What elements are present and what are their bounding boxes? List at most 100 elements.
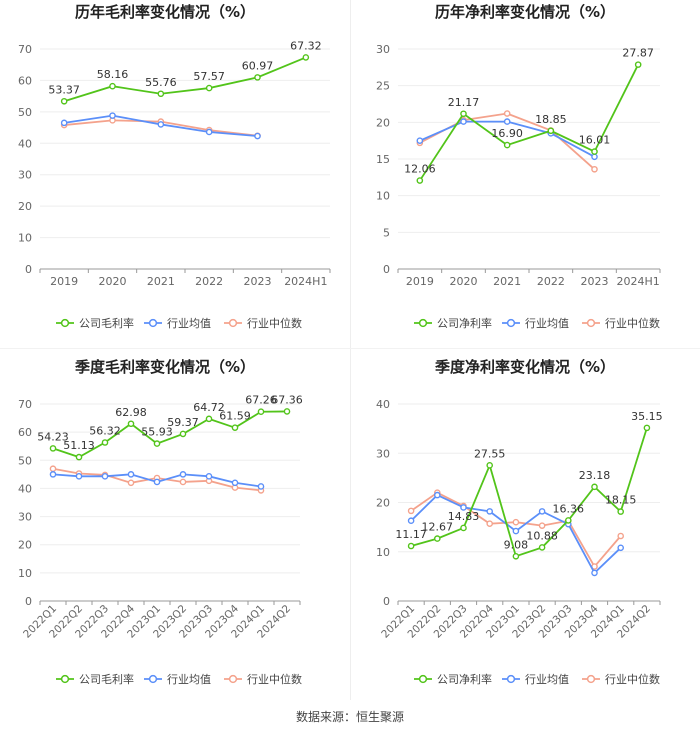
- data-point: [591, 483, 598, 491]
- y-tick-label: 20: [376, 116, 390, 129]
- data-point: [512, 527, 520, 535]
- data-point: [407, 517, 415, 525]
- y-tick-label: 40: [18, 137, 32, 150]
- data-label: 35.15: [631, 410, 663, 423]
- data-label: 55.76: [145, 76, 177, 89]
- legend-marker: [586, 674, 596, 684]
- legend-label: 公司净利率: [437, 316, 492, 330]
- x-tick-label: 2020: [450, 275, 478, 288]
- data-point: [60, 97, 68, 105]
- data-label: 57.57: [193, 70, 225, 83]
- data-point: [503, 141, 511, 149]
- y-tick-label: 70: [18, 43, 32, 56]
- series-line-1: [52, 410, 288, 459]
- data-point: [49, 465, 57, 473]
- data-label: 61.59: [219, 410, 251, 423]
- data-point: [127, 420, 135, 428]
- y-tick-label: 30: [18, 169, 32, 182]
- x-tick-label: 2023: [244, 275, 272, 288]
- y-tick-label: 10: [18, 232, 32, 245]
- chart-panel-4: 季度净利率变化情况（%）0102030402022Q12022Q22022Q32…: [376, 358, 663, 686]
- data-point: [49, 445, 57, 452]
- data-label: 67.36: [271, 393, 303, 406]
- y-tick-label: 50: [18, 106, 32, 119]
- data-point: [109, 82, 116, 90]
- data-point: [101, 439, 109, 446]
- data-label: 58.16: [97, 68, 129, 81]
- data-point: [433, 491, 441, 499]
- data-point: [416, 137, 424, 144]
- y-tick-label: 15: [376, 153, 390, 166]
- y-tick-label: 10: [376, 546, 390, 559]
- series-line-1: [410, 427, 648, 558]
- data-point: [157, 121, 165, 128]
- legend-marker: [148, 318, 158, 328]
- data-label: 67.32: [290, 39, 322, 52]
- data-label: 67.26: [245, 394, 277, 407]
- data-point: [460, 504, 467, 511]
- legend-label: 行业均值: [525, 673, 569, 686]
- data-point: [617, 544, 625, 552]
- data-point: [503, 118, 511, 125]
- chart-title: 历年毛利率变化情况（%）: [75, 3, 255, 21]
- legend-label: 行业中位数: [605, 672, 660, 686]
- data-point: [591, 165, 598, 173]
- data-point: [643, 424, 651, 432]
- data-point: [512, 518, 520, 526]
- y-tick-label: 0: [25, 595, 32, 608]
- data-point: [127, 471, 135, 478]
- data-point: [538, 508, 546, 515]
- legend-marker: [60, 674, 70, 684]
- data-point: [231, 424, 239, 431]
- chart-panel-3: 季度毛利率变化情况（%）0102030405060702022Q12022Q22…: [18, 358, 303, 686]
- legend-label: 公司毛利率: [79, 316, 134, 330]
- data-point: [179, 471, 187, 478]
- data-label: 62.98: [115, 406, 147, 419]
- legend-marker: [60, 318, 70, 328]
- data-label: 10.88: [526, 529, 558, 542]
- y-tick-label: 20: [18, 200, 32, 213]
- data-point: [512, 552, 520, 560]
- data-label: 23.18: [579, 469, 611, 482]
- chart-panel-1: 历年毛利率变化情况（%） 0 10 20 30 40 50 60 70 2019 2020 2021 2…: [18, 3, 331, 330]
- data-point: [205, 415, 213, 423]
- data-label: 59.37: [167, 416, 199, 429]
- y-tick-label: 0: [383, 263, 390, 276]
- y-tick-label: 30: [376, 447, 390, 460]
- data-point: [407, 542, 415, 550]
- chart-panel-2: 历年净利率变化情况（%） 0 5 10 15 20 25 30 2019 2020 2021 2022…: [376, 3, 661, 330]
- y-tick-label: 0: [383, 595, 390, 608]
- data-point: [60, 119, 68, 127]
- y-tick-label: 10: [18, 567, 32, 580]
- chart-title: 季度毛利率变化情况（%）: [75, 358, 255, 376]
- data-point: [486, 508, 494, 515]
- legend-label: 行业均值: [167, 317, 211, 330]
- data-label: 27.87: [622, 47, 654, 60]
- horizontal-divider: [0, 348, 700, 349]
- x-tick-label: 2022: [195, 275, 223, 288]
- data-point: [254, 132, 261, 140]
- data-label: 56.32: [89, 424, 121, 437]
- data-label: 11.17: [395, 528, 427, 541]
- series-line-1: [63, 56, 307, 103]
- x-tick-label: 2022: [537, 275, 565, 288]
- data-label: 16.36: [553, 502, 585, 515]
- x-tick-label: 2021: [147, 275, 175, 288]
- chart-title: 历年净利率变化情况（%）: [435, 3, 615, 21]
- legend-marker: [148, 674, 158, 684]
- data-point: [205, 473, 213, 480]
- legend-label: 行业均值: [525, 317, 569, 330]
- x-tick-label: 2021: [493, 275, 521, 288]
- series-line-1: [419, 64, 639, 182]
- data-label: 53.37: [48, 83, 80, 96]
- data-point: [565, 517, 572, 524]
- legend-label: 行业均值: [167, 673, 211, 686]
- legend-marker: [418, 318, 428, 328]
- data-point: [617, 508, 625, 515]
- legend-label: 行业中位数: [247, 316, 302, 330]
- legend-marker: [418, 674, 428, 684]
- data-point: [179, 478, 187, 486]
- data-point: [591, 569, 598, 577]
- data-point: [179, 430, 187, 438]
